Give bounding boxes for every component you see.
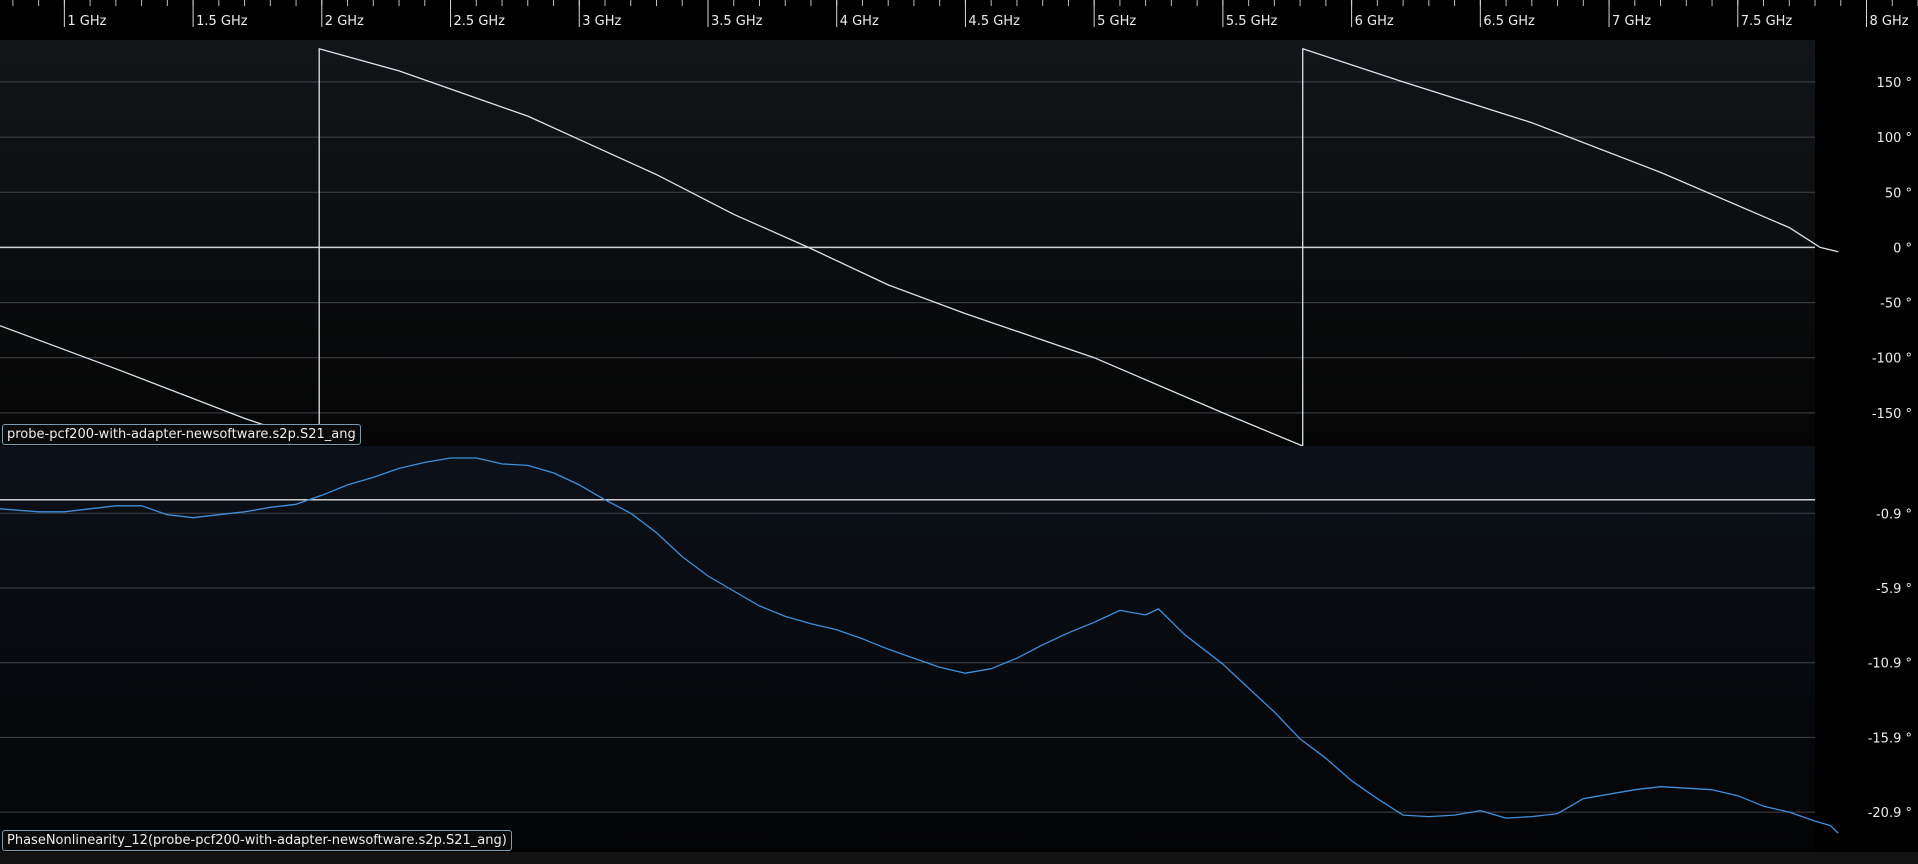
y-tick-label: -150 ° bbox=[1872, 407, 1912, 422]
series-line bbox=[0, 48, 1839, 447]
x-tick-label: 4 GHz bbox=[840, 14, 879, 29]
y-tick-label: 0 ° bbox=[1893, 241, 1912, 256]
bottom-scrollbar-track[interactable] bbox=[0, 852, 1918, 864]
y-tick-label: 150 ° bbox=[1877, 76, 1912, 91]
trace-label-s21-angle[interactable]: probe-pcf200-with-adapter-newsoftware.s2… bbox=[2, 424, 361, 445]
phase-panel: 150 ° 100 ° 50 ° 0 ° -50 ° -100 ° -150 ° bbox=[0, 40, 1912, 447]
x-tick-label: 3.5 GHz bbox=[711, 14, 763, 29]
y-tick-label: 100 ° bbox=[1877, 131, 1912, 146]
x-tick-label: 1.5 GHz bbox=[196, 14, 248, 29]
trace-label-phase-nonlinearity[interactable]: PhaseNonlinearity_12(probe-pcf200-with-a… bbox=[2, 830, 512, 851]
y-tick-label: 50 ° bbox=[1885, 186, 1912, 201]
y-tick-label: -50 ° bbox=[1880, 297, 1912, 312]
x-tick-label: 6 GHz bbox=[1355, 14, 1394, 29]
panel-background bbox=[0, 40, 1815, 446]
phase-nonlinearity-panel: -0.9 ° -5.9 ° -10.9 ° -15.9 ° -20.9 ° bbox=[0, 446, 1912, 851]
series-line bbox=[0, 457, 1839, 834]
x-tick-label: 7 GHz bbox=[1612, 14, 1651, 29]
x-tick-label: 7.5 GHz bbox=[1741, 14, 1793, 29]
x-tick-label: 2.5 GHz bbox=[454, 14, 506, 29]
x-tick-label: 8 GHz bbox=[1870, 14, 1909, 29]
x-tick-label: 6.5 GHz bbox=[1483, 14, 1535, 29]
trace-label-s21-angle-text: probe-pcf200-with-adapter-newsoftware.s2… bbox=[7, 427, 356, 442]
x-tick-label: 1 GHz bbox=[67, 14, 106, 29]
x-tick-label: 4.5 GHz bbox=[968, 14, 1020, 29]
y-tick-label: -20.9 ° bbox=[1868, 806, 1912, 821]
y-tick-label: -5.9 ° bbox=[1876, 582, 1912, 597]
x-tick-label: 5 GHz bbox=[1097, 14, 1136, 29]
x-tick-label: 2 GHz bbox=[325, 14, 364, 29]
y-tick-label: -100 ° bbox=[1872, 352, 1912, 367]
y-tick-label: -15.9 ° bbox=[1868, 731, 1912, 746]
y-tick-label: -10.9 ° bbox=[1868, 657, 1912, 672]
trace-label-phase-nonlinearity-text: PhaseNonlinearity_12(probe-pcf200-with-a… bbox=[7, 833, 507, 848]
x-tick-label: 5.5 GHz bbox=[1226, 14, 1278, 29]
y-tick-label: -0.9 ° bbox=[1876, 507, 1912, 522]
frequency-axis: 1 GHz 1.5 GHz 2 GHz 2.5 GHz 3 GHz 3.5 GHz 4 GH… bbox=[12, 0, 1918, 29]
x-tick-label: 3 GHz bbox=[582, 14, 621, 29]
